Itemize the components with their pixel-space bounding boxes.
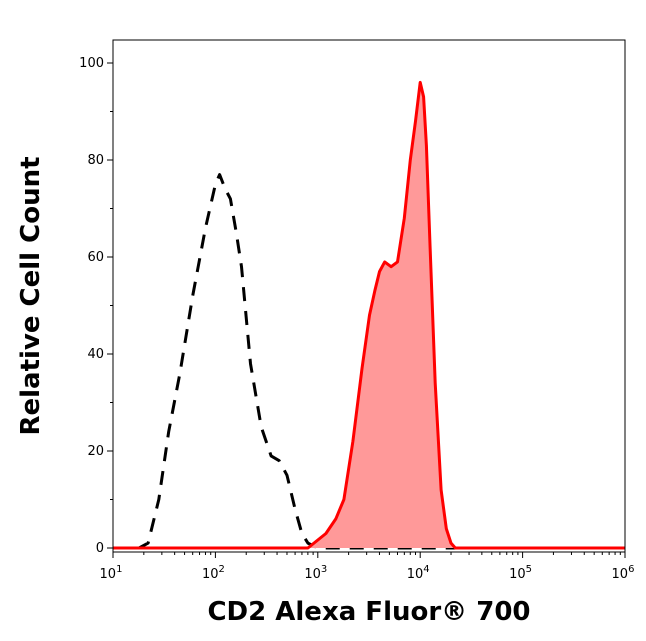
- series-1-area: [113, 82, 625, 549]
- x-tick-label: 103: [304, 564, 327, 582]
- y-axis-title: Relative Cell Count: [16, 156, 46, 435]
- y-tick-label: 0: [96, 541, 104, 556]
- x-axis-title: CD2 Alexa Fluor® 700: [207, 597, 530, 627]
- y-tick-label: 80: [87, 153, 104, 168]
- y-tick-label: 40: [87, 347, 104, 362]
- x-tick-label: 106: [612, 564, 635, 582]
- y-tick-label: 60: [87, 250, 104, 265]
- x-tick-label: 101: [100, 564, 123, 582]
- plot-frame: [112, 39, 626, 553]
- x-tick-label: 105: [509, 564, 532, 582]
- y-tick-label: 20: [87, 444, 104, 459]
- y-tick-label: 100: [79, 56, 104, 71]
- x-tick-label: 102: [202, 564, 225, 582]
- series-1-line: [113, 80, 625, 550]
- axes-layer: 101 102 103 104 105 106 0 20 40 60 80 100: [79, 56, 634, 582]
- x-tick-label: 104: [407, 564, 430, 582]
- plot-layer: [113, 80, 625, 550]
